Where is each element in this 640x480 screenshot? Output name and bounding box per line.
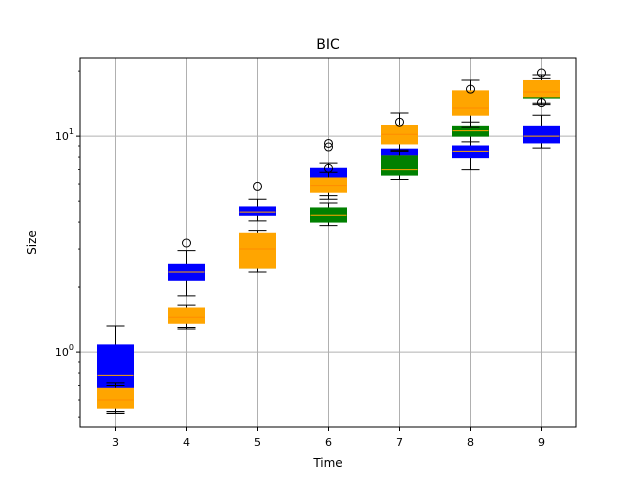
outlier-point xyxy=(395,117,404,127)
x-axis-label: Time xyxy=(312,456,342,470)
chart-title: BIC xyxy=(316,37,340,53)
grid-lines xyxy=(80,58,576,427)
y-tick-label: 101 xyxy=(55,127,74,143)
box xyxy=(239,232,276,269)
x-tick-label: 5 xyxy=(254,436,261,449)
box xyxy=(452,125,489,137)
y-axis-label: Size xyxy=(25,230,39,255)
outlier-point xyxy=(324,138,333,148)
box-plot-series xyxy=(97,68,560,414)
x-tick-label: 9 xyxy=(538,436,545,449)
outlier-point xyxy=(324,163,333,173)
box xyxy=(168,307,205,324)
box xyxy=(452,90,489,116)
box xyxy=(523,79,560,98)
x-axis-ticks: 3 4 5 6 7 8 9 xyxy=(112,427,545,449)
box xyxy=(381,155,418,176)
x-tick-label: 7 xyxy=(396,436,403,449)
outlier-point xyxy=(182,238,191,248)
y-tick-label: 100 xyxy=(55,343,74,359)
outlier-point xyxy=(466,84,475,94)
y-axis-ticks: 100 101 xyxy=(55,70,80,418)
box xyxy=(310,177,347,193)
outlier-point xyxy=(324,142,333,152)
x-tick-label: 6 xyxy=(325,436,332,449)
box xyxy=(523,125,560,144)
box xyxy=(97,387,134,409)
outlier-point xyxy=(537,98,546,108)
outlier-point xyxy=(537,68,546,78)
outlier-point xyxy=(253,181,262,191)
x-tick-label: 8 xyxy=(467,436,474,449)
x-tick-label: 4 xyxy=(183,436,190,449)
box xyxy=(239,206,276,216)
x-tick-label: 3 xyxy=(112,436,119,449)
